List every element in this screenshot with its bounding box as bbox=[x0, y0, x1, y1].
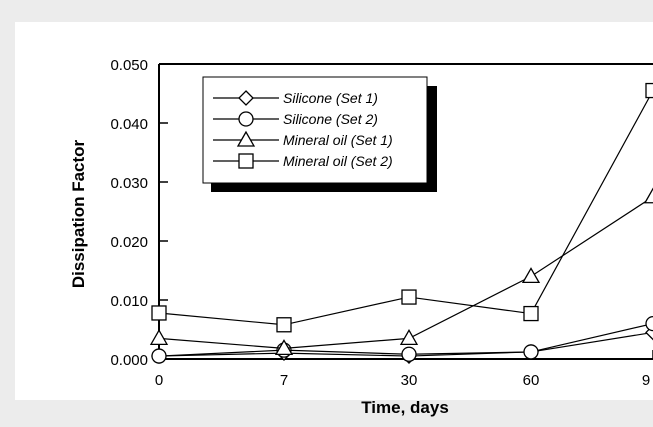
y-tick-label: 0.030 bbox=[110, 175, 148, 192]
data-point-circle bbox=[151, 348, 167, 364]
legend-marker-circle bbox=[238, 111, 254, 127]
legend-entry: Silicone (Set 1) bbox=[213, 90, 378, 106]
x-axis-title: Time, days bbox=[361, 398, 449, 417]
series-triangle bbox=[149, 187, 653, 356]
y-tick-label: 0.050 bbox=[110, 57, 148, 74]
legend-items: Silicone (Set 1) Silicone (Set 2) Mineral … bbox=[213, 90, 393, 169]
legend-label: Mineral oil (Set 1) bbox=[283, 132, 393, 148]
data-point-triangle bbox=[274, 339, 294, 356]
y-ticks: 0.000 0.010 0.020 0.030 0.040 0.050 bbox=[110, 57, 168, 369]
x-tick-label: 9 bbox=[642, 372, 650, 389]
legend-marker-square bbox=[238, 153, 254, 169]
series-layer bbox=[149, 82, 653, 364]
legend-label: Silicone (Set 2) bbox=[283, 111, 378, 127]
data-point-triangle bbox=[149, 329, 169, 346]
legend-entry: Mineral oil (Set 1) bbox=[213, 130, 393, 148]
x-tick-label: 7 bbox=[280, 372, 288, 389]
legend-label: Mineral oil (Set 2) bbox=[283, 153, 393, 169]
x-tick-label: 0 bbox=[155, 372, 163, 389]
series-square bbox=[151, 82, 653, 333]
y-tick-label: 0.010 bbox=[110, 293, 148, 310]
data-point-square bbox=[151, 305, 167, 321]
legend: Silicone (Set 1) Silicone (Set 2) Mineral … bbox=[202, 76, 437, 192]
data-point-square bbox=[645, 82, 653, 99]
legend-marker-triangle bbox=[236, 130, 256, 147]
y-tick-label: 0.020 bbox=[110, 234, 148, 251]
legend-label: Silicone (Set 1) bbox=[283, 90, 378, 106]
y-tick-label: 0.000 bbox=[110, 352, 148, 369]
data-point-triangle bbox=[643, 187, 653, 204]
x-tick-label: 30 bbox=[401, 372, 418, 389]
data-point-square bbox=[276, 317, 292, 333]
y-axis-title: Dissipation Factor bbox=[69, 139, 88, 288]
data-point-circle bbox=[523, 344, 539, 360]
data-point-triangle bbox=[521, 267, 541, 284]
y-tick-label: 0.040 bbox=[110, 116, 148, 133]
legend-entry: Silicone (Set 2) bbox=[213, 111, 378, 127]
legend-entry: Mineral oil (Set 2) bbox=[213, 153, 393, 169]
data-point-circle bbox=[401, 346, 417, 362]
legend-marker-diamond bbox=[238, 90, 254, 106]
x-tick-label: 60 bbox=[523, 372, 540, 389]
data-point-circle bbox=[645, 315, 653, 332]
data-point-square bbox=[523, 305, 539, 322]
data-point-triangle bbox=[399, 329, 419, 346]
data-point-square bbox=[401, 289, 417, 305]
